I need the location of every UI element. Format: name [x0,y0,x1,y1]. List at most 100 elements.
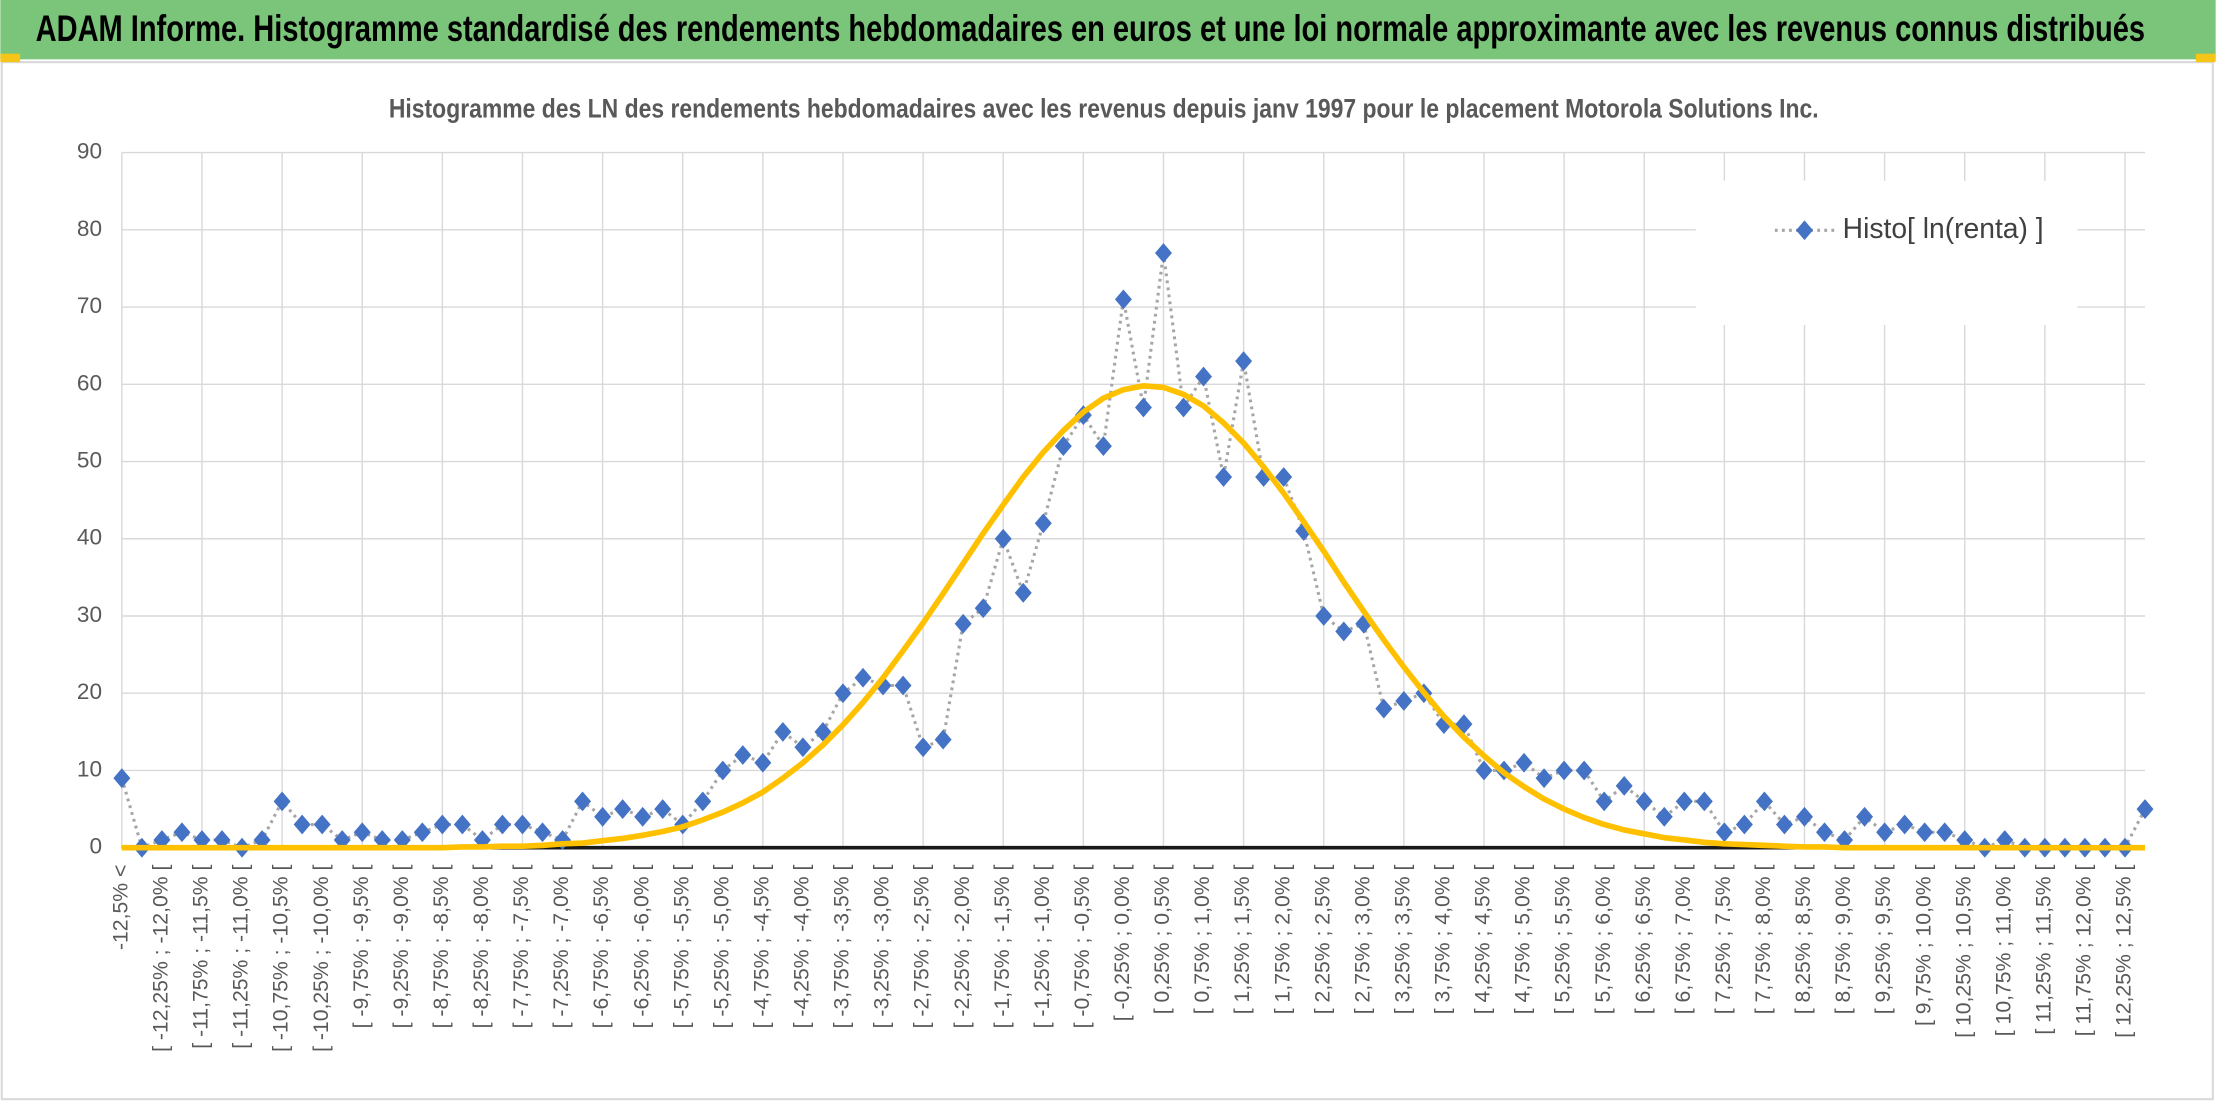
point [1535,768,1553,789]
point [1155,243,1172,263]
x-tick-label: [ 8,75% ; 9,0% [ [1832,865,1855,1015]
x-tick-label: [ 2,25% ; 2,5% [ [1311,865,1334,1015]
x-tick-label: [ -4,25% ; -4,0% [ [791,865,814,1029]
x-tick-label: [ 6,75% ; 7,0% [ [1672,865,1695,1015]
x-tick-label: [ -7,25% ; -7,0% [ [550,865,573,1029]
header-title: ADAM Informe. Histogramme standardisé de… [36,8,2145,49]
header-bar [0,0,2216,60]
x-tick-label: [ -3,75% ; -3,5% [ [831,865,854,1029]
point [894,675,912,696]
x-tick-label: [ -11,75% ; -11,5% [ [190,865,213,1049]
point [273,791,291,812]
point [493,814,511,835]
x-tick-label: [ 1,25% ; 1,5% [ [1231,865,1254,1015]
y-tick-label: 30 [77,602,102,627]
point [1816,822,1833,843]
point [1555,760,1573,781]
x-tick-label: [ -9,25% ; -9,0% [ [390,865,413,1029]
chart-border [0,61,2214,1101]
x-tick-label: [ 9,25% ; 9,5% [ [1872,865,1895,1015]
legend-box [1695,180,2078,325]
x-tick-label: [ -5,25% ; -5,0% [ [710,865,733,1029]
x-tick-label: [ -10,75% ; -10,5% [ [270,865,293,1052]
y-tick-label: 50 [77,447,102,472]
point [293,814,311,835]
point [974,598,992,619]
point [1896,814,1914,835]
point [1315,606,1333,626]
point [1515,752,1533,773]
x-tick-label: [ 1,75% ; 2,0% [ [1271,865,1294,1015]
x-tick-label: [ -7,75% ; -7,5% [ [510,865,533,1029]
point [1094,436,1112,456]
x-tick-label: [ -8,25% ; -8,0% [ [470,865,493,1029]
x-tick-label: [ 3,25% ; 3,5% [ [1391,865,1414,1015]
x-tick-label: [ 11,25% ; 11,5% [ [2032,865,2055,1035]
point [513,814,531,835]
x-tick-label: [ 8,25% ; 8,5% [ [1792,865,1815,1015]
x-tick-label: [ 2,75% ; 3,0% [ [1351,865,1374,1015]
point [794,737,812,758]
point [1675,791,1693,812]
x-tick-label: [ -4,75% ; -4,5% [ [750,865,773,1029]
series-line [121,383,2146,851]
point [1755,791,1773,812]
point [1735,814,1753,835]
x-tick-label: [ 5,75% ; 6,0% [ [1592,865,1615,1015]
x-tick-label: [ -1,75% ; -1,5% [ [991,865,1014,1029]
x-tick-label: [ -10,25% ; -10,0% [ [310,865,333,1052]
point [754,752,772,773]
x-tick-label: [ -11,25% ; -11,0% [ [230,865,253,1049]
point [714,760,732,781]
x-tick-label: [ 10,75% ; 11,0% [ [1992,865,2015,1037]
x-tick-label: [ -0,75% ; -0,5% [ [1071,865,1094,1029]
x-tick-label: [ 4,25% ; 4,5% [ [1472,865,1495,1015]
legend: Histo[ ln(renta) ] [1695,180,2078,325]
y-tick-label: 20 [77,679,102,704]
point [634,806,652,827]
y-tick-label: 10 [77,756,102,781]
point [353,822,371,843]
x-tick-label: [ -3,25% ; -3,0% [ [871,865,894,1029]
point [1375,698,1393,719]
point [774,721,792,742]
y-tick-label: 60 [77,370,102,395]
x-tick-label: [ -8,75% ; -8,5% [ [430,865,453,1029]
x-tick-label: [ 9,75% ; 10,0% [ [1912,865,1935,1026]
point [734,745,752,765]
header-accent-left [0,53,21,63]
point [854,667,872,688]
point [1014,582,1032,603]
point [1635,791,1653,812]
point [534,822,551,843]
x-tick-label: [ 7,25% ; 7,5% [ [1712,865,1735,1015]
point [453,814,471,835]
point [1134,397,1152,418]
y-tick-label: 80 [77,216,102,241]
point [614,799,632,819]
y-tick-label: 0 [89,834,102,859]
header-accent-right [2195,53,2216,63]
point [994,528,1012,549]
y-tick-label: 70 [77,293,102,318]
x-tick-label: [ -2,25% ; -2,0% [ [951,865,974,1029]
x-tick-label: [ 11,75% ; 12,0% [ [2073,865,2096,1037]
x-tick-label: [ 0,75% ; 1,0% [ [1191,865,1214,1015]
x-tick-label: [ 6,25% ; 6,5% [ [1632,865,1655,1015]
y-tick-label: 40 [77,525,102,550]
point [1175,397,1192,418]
x-tick-label: [ -9,75% ; -9,5% [ [350,865,373,1029]
y-tick-label: 90 [77,139,102,164]
point [654,799,672,819]
point [2136,799,2154,819]
x-tick-label: [ -0,25% ; 0,0% [ [1111,865,1134,1022]
x-tick-label: [ -2,75% ; -2,5% [ [911,865,934,1029]
point [1114,289,1132,310]
point [1796,806,1813,827]
x-tick-label: [ 12,25% ; 12,5% [ [2113,865,2136,1038]
legend-marker [1796,220,1813,241]
x-tick-label: [ 5,25% ; 5,5% [ [1552,865,1575,1015]
point [1916,822,1934,843]
